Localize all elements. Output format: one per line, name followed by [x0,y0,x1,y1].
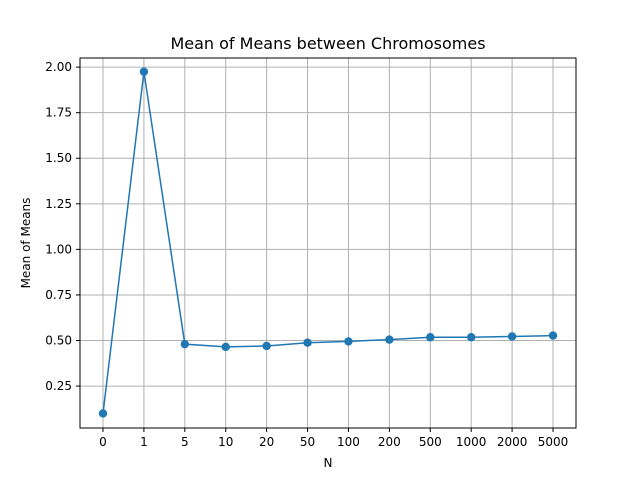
x-tick-label: 100 [337,435,360,449]
x-tick-label: 5000 [538,435,569,449]
y-tick-label: 1.75 [45,106,72,120]
data-point [303,338,312,347]
data-point [548,331,558,340]
y-tick-label: 0.25 [45,379,72,393]
y-tick-label: 0.50 [45,334,72,348]
data-point [426,333,435,342]
x-tick-label: 0 [99,435,107,449]
data-point [180,339,190,349]
grid [80,58,576,428]
x-tick-label: 200 [378,435,401,449]
x-tick-label: 50 [300,435,315,449]
data-point [466,333,476,342]
x-axis-label: N [324,456,333,470]
data-point [98,409,108,418]
y-tick-label: 1.00 [45,242,72,256]
x-tick-label: 20 [259,435,274,449]
y-tick-label: 0.75 [45,288,72,302]
x-tick-label: 10 [218,435,233,449]
plot-frame [79,57,577,429]
data-point [344,337,353,346]
x-tick-label: 1000 [456,435,487,449]
data-point [262,341,271,351]
y-axis-label: Mean of Means [19,198,33,289]
x-tick-label: 500 [419,435,442,449]
axis-ticks: 0 1 5 10 20 50 100 200 500 1000 2000 5000 0.25 0.50 0.… [45,60,568,449]
series-layer [98,67,558,418]
series-line [102,71,554,414]
x-tick-label: 2000 [497,435,528,449]
data-point [385,335,394,344]
x-tick-label: 1 [140,435,148,449]
y-tick-label: 1.50 [45,151,72,165]
chart-title: Mean of Means between Chromosomes [170,34,485,53]
data-point [139,67,149,76]
data-point [507,332,517,341]
y-tick-label: 2.00 [45,60,72,74]
x-tick-label: 5 [181,435,189,449]
y-tick-label: 1.25 [45,197,72,211]
data-point [221,342,230,352]
